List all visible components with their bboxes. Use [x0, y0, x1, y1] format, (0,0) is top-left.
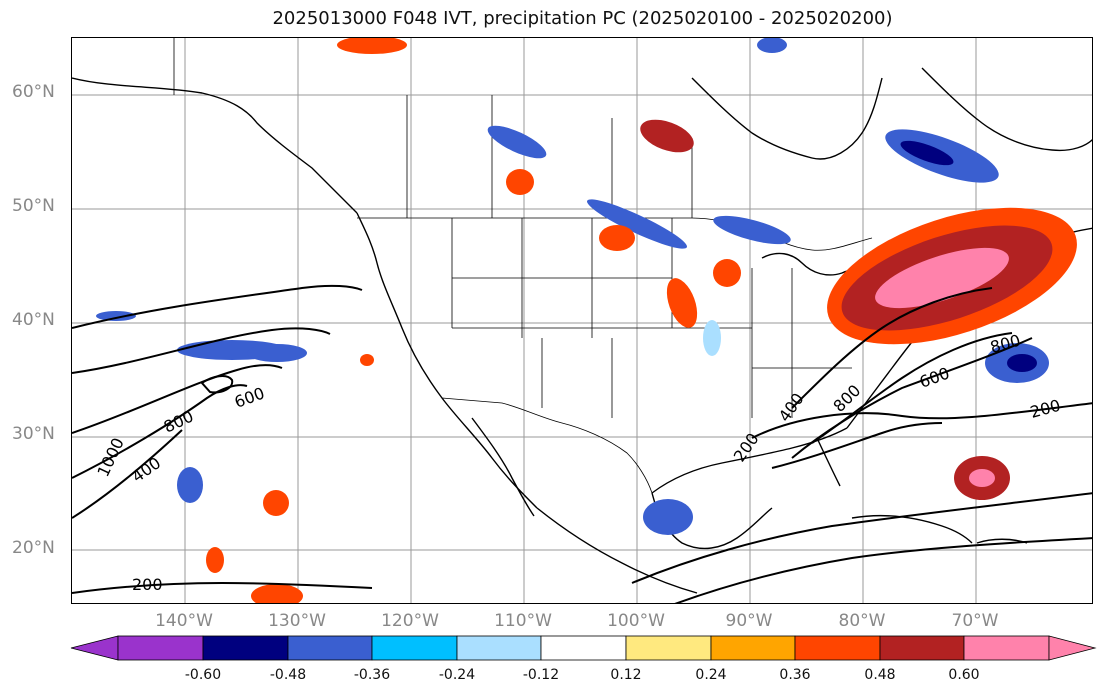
colorbar-tick: -0.36: [353, 667, 391, 683]
lat-label-40: 40°N: [12, 310, 55, 330]
lon-label-70w: 70°W: [951, 611, 999, 631]
map-title: 2025013000 F048 IVT, precipitation PC (2…: [272, 8, 893, 29]
contour-200-east: [751, 402, 1092, 439]
colorbar-tick: 0.24: [695, 667, 727, 683]
colorbar-segment: [540, 635, 627, 661]
colorbar-tick: -0.12: [522, 667, 560, 683]
map-panel: 200 400 600 800 1000 600 800 400 200 200…: [71, 37, 1093, 604]
pos-area-pacific-3: [206, 547, 224, 573]
lat-label-60: 60°N: [12, 82, 55, 102]
colorbar-segment: [371, 635, 458, 661]
colorbar-segments: [70, 635, 1097, 661]
colorbar-arrow-right: [1048, 635, 1097, 661]
ivt-contours: [72, 284, 1092, 603]
neg-area-pacific-2: [247, 344, 307, 362]
lon-label-80w: 80°W: [838, 611, 886, 631]
lon-label-130w: 130°W: [268, 611, 326, 631]
political-borders: [173, 38, 873, 494]
contour-800-east: [811, 332, 1013, 444]
neg-area-ontario: [713, 215, 791, 245]
contour-inner-west: [200, 375, 234, 394]
colorbar-tick: 0.60: [948, 667, 980, 683]
precip-positive-areas: [206, 38, 1077, 603]
neg-area-gulf: [643, 499, 693, 535]
coastline-labrador: [921, 67, 1092, 152]
cuba: [851, 514, 973, 544]
neg-area-pacific-3: [96, 311, 136, 321]
colorbar-tick: 0.12: [610, 667, 642, 683]
colorbar-tick: 0.36: [779, 667, 811, 683]
contour-label: 200: [132, 575, 163, 594]
colorbar-segment: [117, 635, 204, 661]
lon-label-110w: 110°W: [494, 611, 552, 631]
lat-label-20: 20°N: [12, 538, 55, 558]
pos-area-dakota: [599, 225, 635, 251]
contour-label: 400: [128, 453, 164, 486]
border-us-mexico: [441, 397, 653, 494]
neg-area-north: [757, 38, 787, 53]
colorbar-segment: [625, 635, 712, 661]
colorbar-segment: [456, 635, 542, 661]
contour-label: 200: [1028, 396, 1062, 422]
contour-400-east: [771, 422, 943, 469]
contour-200-south: [674, 537, 1092, 603]
pos-area-midwest: [713, 259, 741, 287]
pos-area-north: [337, 38, 407, 54]
neg-area-quebec-2: [900, 140, 954, 166]
colorbar-tick: -0.60: [184, 667, 222, 683]
neg-area-canada-1: [487, 125, 547, 159]
coastline-baja: [471, 417, 535, 517]
contour-200-bottom: [72, 581, 373, 594]
contour-200-west: [72, 284, 363, 329]
lon-label-100w: 100°W: [607, 611, 665, 631]
lon-label-140w: 140°W: [155, 611, 213, 631]
colorbar-tick: 0.48: [864, 667, 896, 683]
lon-label-90w: 90°W: [725, 611, 773, 631]
pos-area-caribbean-core: [969, 469, 995, 487]
colorbar-segment: [879, 635, 965, 661]
lat-label-30: 30°N: [12, 424, 55, 444]
colorbar-segment: [710, 635, 796, 661]
colorbar-arrow-left: [70, 635, 119, 661]
coastlines: [72, 67, 1092, 594]
neg-area-atlantic-2: [1007, 354, 1037, 372]
coastline-mexico-pacific: [536, 507, 698, 594]
lat-label-50: 50°N: [12, 196, 55, 216]
coastline-hudson: [691, 77, 883, 160]
state-lines: [451, 218, 852, 418]
colorbar-segment: [963, 635, 1050, 661]
contour-1000-east: [791, 287, 993, 409]
coastline-florida: [816, 437, 841, 487]
contour-400-south: [631, 492, 1092, 584]
colorbar: [0, 630, 1105, 674]
colorbar-segment: [202, 635, 289, 661]
pos-area-pacific-2: [251, 584, 303, 603]
colorbar-tick: -0.48: [269, 667, 307, 683]
coastline-west: [356, 212, 538, 509]
province-lines: [406, 95, 693, 218]
neg-area-canada-2: [587, 199, 687, 249]
colorbar-segment: [287, 635, 373, 661]
contour-label: 600: [232, 383, 267, 411]
neg-area-pacific-4: [177, 467, 203, 503]
pos-area-canada: [506, 169, 534, 195]
contour-800-west: [72, 384, 248, 479]
contour-label: 600: [917, 363, 952, 391]
pos-area-plains: [666, 278, 698, 328]
coastline-alaska-pacific: [72, 77, 358, 214]
pos-area-pacific-1: [263, 490, 289, 516]
pos-area-manitoba: [640, 119, 694, 153]
colorbar-tick: -0.24: [438, 667, 476, 683]
neg-area-plains: [703, 320, 721, 356]
lon-label-120w: 120°W: [381, 611, 439, 631]
map-canvas: 200 400 600 800 1000 600 800 400 200 200…: [72, 38, 1092, 603]
precip-negative-areas: [96, 38, 1049, 535]
coastline-gulf: [651, 427, 848, 494]
pos-area-northeast-core: [875, 247, 1009, 309]
contour-label: 1000: [93, 435, 127, 480]
contour-400-west: [72, 327, 331, 374]
contour-1000-west: [72, 429, 183, 519]
pos-area-california: [360, 354, 374, 366]
colorbar-segment: [794, 635, 881, 661]
